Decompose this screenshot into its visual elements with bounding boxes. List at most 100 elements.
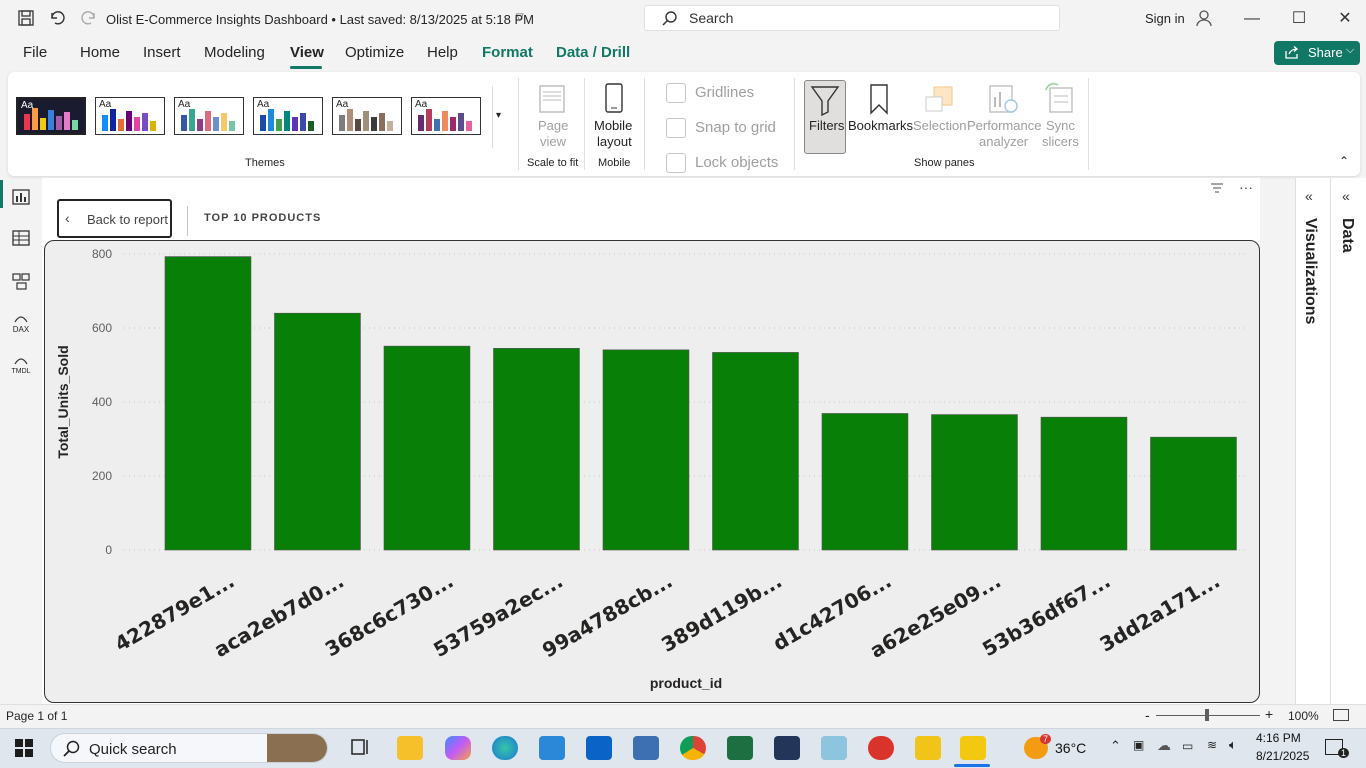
- close-icon[interactable]: ✕: [1338, 10, 1352, 27]
- onedrive-cloud-icon[interactable]: ☁: [1157, 737, 1171, 753]
- menu-optimize[interactable]: Optimize: [345, 44, 405, 61]
- expand-visualizations-icon[interactable]: «: [1305, 188, 1313, 204]
- wifi-icon[interactable]: ≋: [1207, 738, 1218, 752]
- expand-data-icon[interactable]: «: [1342, 188, 1350, 204]
- bookmarks-pane-button[interactable]: Bookmarks: [848, 80, 913, 152]
- search-input[interactable]: Search: [644, 5, 1060, 31]
- filters-pane-button[interactable]: Filters: [804, 80, 846, 154]
- data-pane-label[interactable]: Data: [1339, 218, 1356, 253]
- zoom-in-icon[interactable]: +: [1265, 706, 1274, 722]
- edge-browser-icon[interactable]: [492, 736, 518, 760]
- bar[interactable]: [712, 352, 799, 551]
- collapse-ribbon-icon[interactable]: ⌃: [1339, 154, 1350, 168]
- menu-data-drill[interactable]: Data / Drill: [556, 44, 631, 61]
- bar[interactable]: [602, 349, 690, 551]
- sync-slicers-icon: [1045, 83, 1073, 113]
- lock-objects-label: Lock objects: [695, 154, 779, 171]
- tmdl-view-icon[interactable]: TMDL: [10, 354, 32, 375]
- bar[interactable]: [164, 256, 252, 551]
- temperature-label[interactable]: 36°C: [1055, 740, 1087, 756]
- redo-icon[interactable]: [79, 9, 99, 29]
- themes-expand-button[interactable]: ▾: [492, 86, 508, 148]
- theme-option-4[interactable]: Aa: [253, 97, 323, 135]
- save-icon[interactable]: [16, 9, 36, 29]
- fit-to-page-icon[interactable]: [1333, 709, 1349, 721]
- task-view-icon[interactable]: [349, 736, 375, 760]
- selection-pane-button[interactable]: Selection: [912, 80, 966, 152]
- windows-start-icon[interactable]: [14, 738, 34, 763]
- bar-chart[interactable]: 0200400600800422879e1...aca2eb7d0...368c…: [44, 240, 1260, 703]
- menu-format[interactable]: Format: [482, 44, 533, 61]
- folder-app-icon[interactable]: [915, 736, 941, 760]
- bar[interactable]: [1040, 416, 1128, 551]
- theme-color-swatch: [300, 113, 306, 131]
- bar[interactable]: [493, 348, 580, 551]
- theme-option-6[interactable]: Aa: [411, 97, 481, 135]
- bar[interactable]: [931, 414, 1018, 551]
- meet-now-icon[interactable]: ▣: [1133, 738, 1145, 752]
- bar[interactable]: [383, 345, 471, 551]
- sign-in-link[interactable]: Sign in: [1145, 11, 1185, 26]
- back-to-report-button[interactable]: ‹ Back to report: [57, 199, 172, 238]
- snipping-tool-icon[interactable]: [868, 736, 894, 760]
- theme-color-swatch: [126, 111, 132, 131]
- theme-color-swatch: [426, 109, 432, 131]
- mobile-layout-label: Mobile: [594, 118, 633, 133]
- theme-option-5[interactable]: Aa: [332, 97, 402, 135]
- page-view-button[interactable]: Page view: [534, 80, 570, 152]
- notification-center-icon[interactable]: [1325, 739, 1343, 755]
- user-avatar-icon[interactable]: [1194, 8, 1214, 28]
- zoom-out-icon[interactable]: -: [1145, 707, 1150, 723]
- menu-insert[interactable]: Insert: [143, 44, 181, 61]
- menu-modeling[interactable]: Modeling: [204, 44, 265, 61]
- chevron-down-icon[interactable]: ▽: [516, 12, 524, 23]
- dax-query-icon[interactable]: DAX: [10, 312, 32, 334]
- file-explorer-icon[interactable]: [397, 736, 423, 760]
- microsoft-store-icon[interactable]: [539, 736, 565, 760]
- mysql-workbench-icon[interactable]: [774, 736, 800, 760]
- outlook-icon[interactable]: [586, 736, 612, 760]
- bar[interactable]: [821, 413, 909, 551]
- x-tick-label: 3dd2a171...: [1095, 569, 1223, 657]
- theme-option-3[interactable]: Aa: [174, 97, 244, 135]
- battery-icon[interactable]: ▭: [1182, 739, 1194, 753]
- more-options-icon[interactable]: ···: [1239, 179, 1253, 195]
- excel-icon[interactable]: [727, 736, 753, 760]
- sync-slicers-button[interactable]: Sync slicers: [1038, 80, 1082, 152]
- notepad-icon[interactable]: [821, 736, 847, 760]
- clock-date[interactable]: 8/21/2025: [1256, 749, 1310, 763]
- menu-help[interactable]: Help: [427, 44, 458, 61]
- maximize-icon[interactable]: ☐: [1291, 10, 1307, 27]
- minimize-icon[interactable]: —: [1244, 10, 1260, 27]
- bar[interactable]: [274, 312, 361, 551]
- table-view-icon[interactable]: [10, 229, 32, 249]
- model-view-icon[interactable]: [10, 271, 32, 291]
- report-view-icon[interactable]: [10, 188, 32, 208]
- power-bi-icon[interactable]: [960, 736, 986, 760]
- chevron-up-icon[interactable]: ⌃: [1110, 738, 1121, 753]
- zoom-slider-thumb[interactable]: [1205, 709, 1209, 721]
- clock-time[interactable]: 4:16 PM: [1256, 731, 1301, 745]
- theme-option-1[interactable]: Aa: [16, 97, 86, 135]
- share-button[interactable]: Share ⌵: [1274, 41, 1360, 65]
- kaggle-k-icon[interactable]: [633, 736, 659, 760]
- theme-color-swatch: [213, 117, 219, 131]
- performance-analyzer-button[interactable]: Performance analyzer: [966, 80, 1041, 152]
- taskbar-search[interactable]: Quick search: [50, 733, 328, 763]
- menu-view[interactable]: View: [290, 44, 324, 61]
- copilot-icon[interactable]: [445, 736, 471, 760]
- chrome-icon[interactable]: [680, 736, 706, 760]
- menu-home[interactable]: Home: [80, 44, 121, 61]
- nav-active-indicator: [0, 180, 3, 208]
- bar[interactable]: [1150, 436, 1237, 551]
- theme-option-2[interactable]: Aa: [95, 97, 165, 135]
- y-axis-title: Total_Units_Sold: [55, 345, 71, 458]
- menu-file[interactable]: File: [23, 44, 48, 61]
- mobile-layout-button[interactable]: Mobile layout: [590, 80, 638, 152]
- undo-icon[interactable]: [47, 9, 67, 29]
- volume-icon[interactable]: 🔈︎: [1229, 737, 1237, 752]
- active-tab-indicator: [290, 66, 322, 69]
- filter-funnel-icon: [810, 86, 840, 116]
- visualizations-pane-label[interactable]: Visualizations: [1302, 218, 1319, 325]
- visual-filter-icon[interactable]: [1210, 181, 1226, 197]
